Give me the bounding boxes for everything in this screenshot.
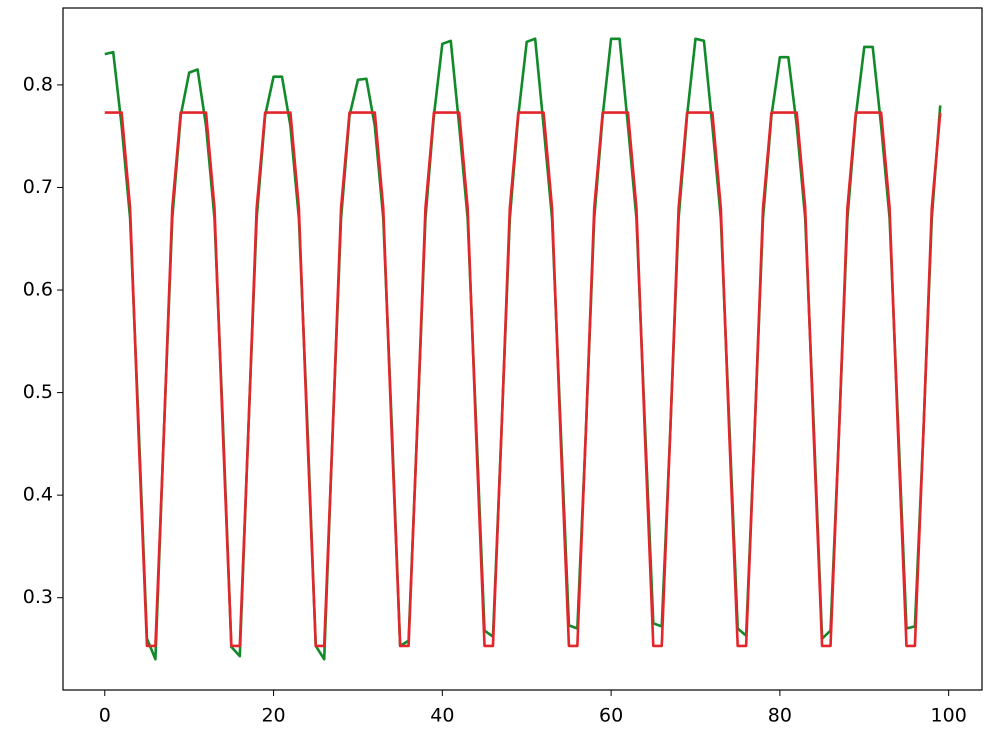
y-tick-label: 0.4 [23,484,53,506]
x-tick-label: 100 [931,705,967,727]
y-tick-label: 0.7 [23,176,53,198]
x-tick-label: 40 [430,705,454,727]
series-line [104,37,942,661]
y-tick-label: 0.6 [23,279,53,301]
axes-frame [62,7,983,691]
x-tick-label: 60 [599,705,623,727]
x-tick-label: 0 [99,705,111,727]
y-tick-label: 0.3 [23,586,53,608]
series-line [104,111,942,648]
y-tick-label: 0.8 [23,73,53,95]
x-tick-label: 80 [768,705,792,727]
x-tick-label: 20 [261,705,285,727]
y-tick-label: 0.5 [23,381,53,403]
